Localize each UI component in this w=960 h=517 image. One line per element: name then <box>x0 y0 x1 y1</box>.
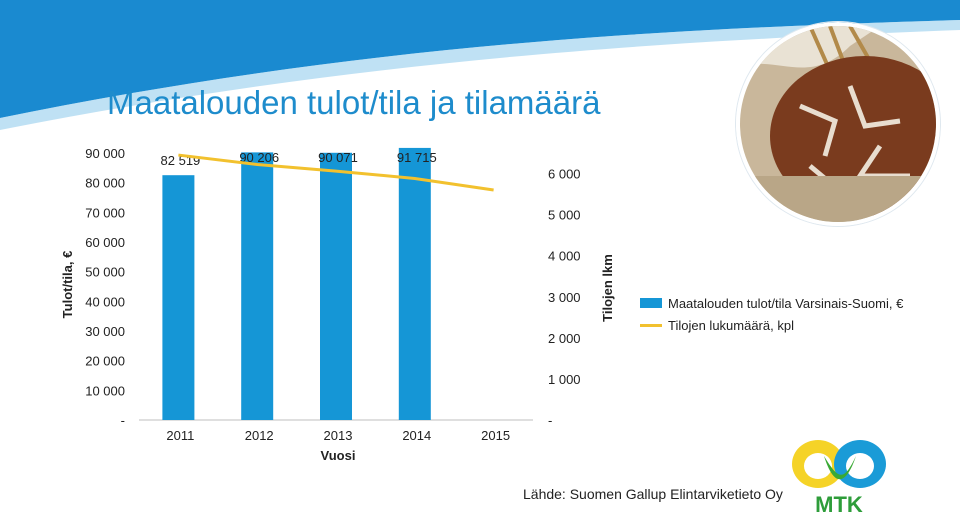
y-tick-label: 40 000 <box>85 294 125 309</box>
y2-tick-label: 3 000 <box>548 290 581 305</box>
x-tick-label: 2012 <box>245 428 274 443</box>
y-tick-label: 70 000 <box>85 205 125 220</box>
data-label: 90 071 <box>318 150 358 165</box>
legend-label-farms: Tilojen lukumäärä, kpl <box>668 317 794 333</box>
y2-tick-label: 5 000 <box>548 208 581 223</box>
data-label: 90 206 <box>239 150 279 165</box>
y-tick-label: - <box>121 413 125 428</box>
bread-photo <box>736 22 940 226</box>
y-tick-label: 20 000 <box>85 354 125 369</box>
y-tick-label: 60 000 <box>85 235 125 250</box>
source-note: Lähde: Suomen Gallup Elintarviketieto Oy <box>523 486 783 502</box>
y2-axis-title: Tilojen lkm <box>600 254 615 322</box>
data-label: 91 715 <box>397 150 437 165</box>
bar-2014 <box>398 147 431 420</box>
legend-swatch-bar <box>640 298 662 308</box>
y-axis-title: Tulot/tila, € <box>60 251 75 319</box>
y-tick-label: 50 000 <box>85 265 125 280</box>
legend-item-income: Maatalouden tulot/tila Varsinais-Suomi, … <box>640 292 903 314</box>
page-title: Maatalouden tulot/tila ja tilamäärä <box>107 84 601 121</box>
legend-item-farms: Tilojen lukumäärä, kpl <box>640 314 903 336</box>
y-tick-label: 80 000 <box>85 176 125 191</box>
legend-label-income: Maatalouden tulot/tila Varsinais-Suomi, … <box>668 295 904 311</box>
y-tick-label: 90 000 <box>85 146 125 161</box>
y2-tick-label: 4 000 <box>548 249 581 264</box>
y2-tick-label: 6 000 <box>548 167 581 182</box>
mtk-logo: MTK <box>792 440 886 516</box>
y-tick-label: 10 000 <box>85 383 125 398</box>
x-axis-title: Vuosi <box>321 448 356 463</box>
legend-swatch-line <box>640 323 662 327</box>
y2-tick-label: - <box>548 413 552 428</box>
bar-2012 <box>241 152 274 421</box>
bar-2011 <box>162 175 195 420</box>
logo-text: MTK <box>815 492 863 516</box>
bar-2013 <box>320 152 352 420</box>
x-tick-label: 2011 <box>166 428 194 443</box>
y2-tick-label: 1 000 <box>548 372 581 387</box>
chart-legend: Maatalouden tulot/tila Varsinais-Suomi, … <box>640 292 903 336</box>
x-tick-label: 2015 <box>481 428 510 443</box>
y2-tick-label: 2 000 <box>548 331 581 346</box>
x-tick-label: 2013 <box>324 428 353 443</box>
x-tick-label: 2014 <box>402 428 431 443</box>
y-tick-label: 30 000 <box>85 324 125 339</box>
